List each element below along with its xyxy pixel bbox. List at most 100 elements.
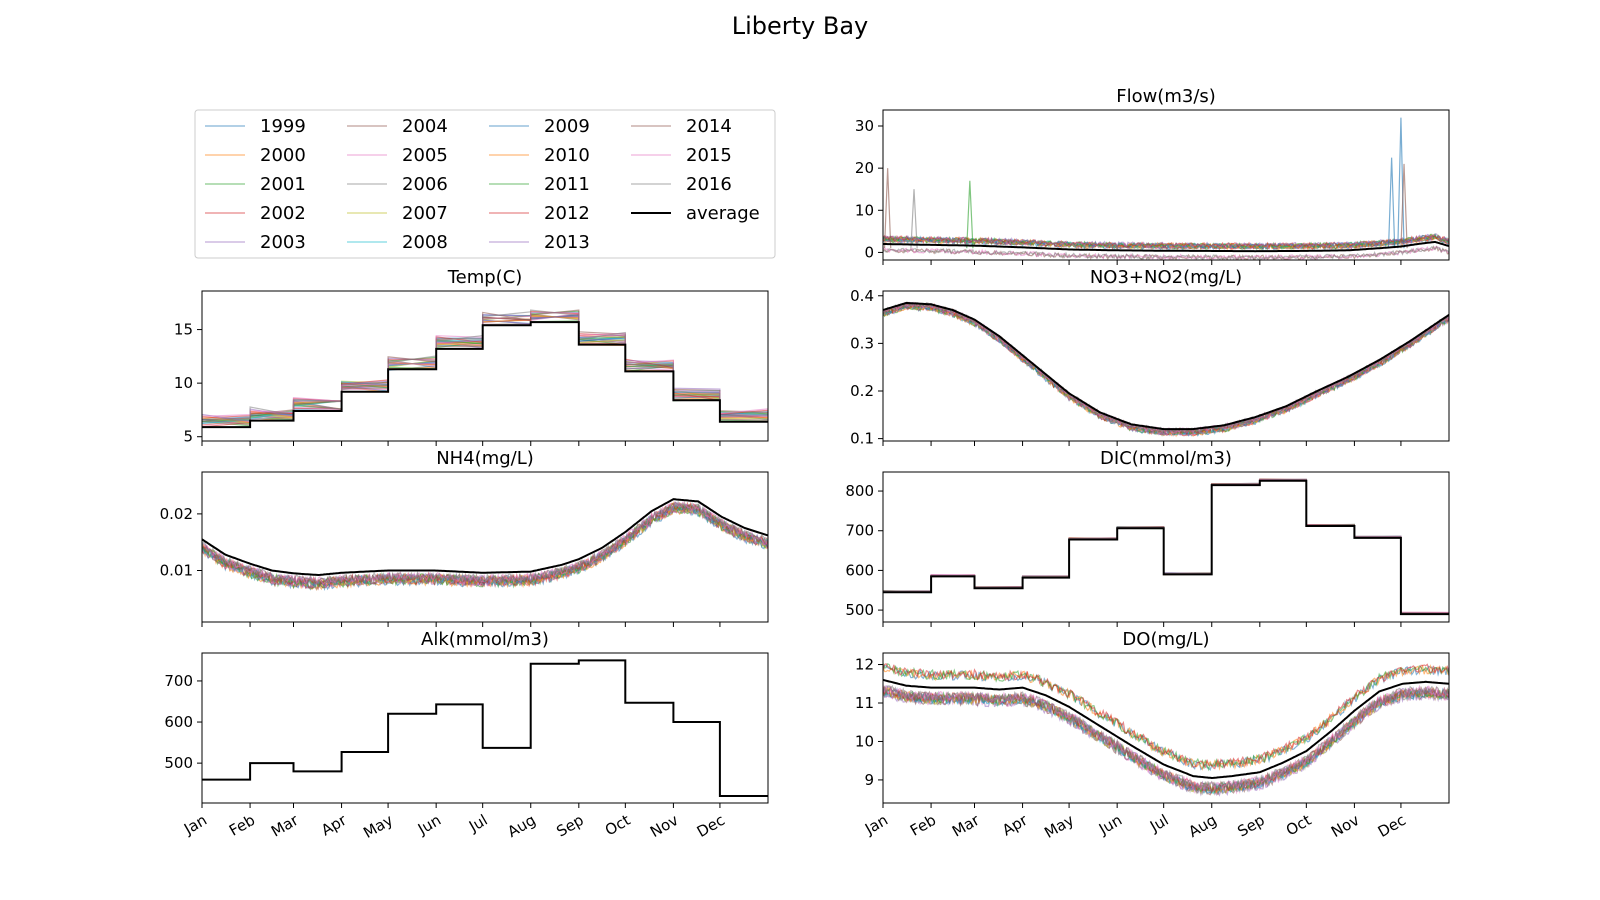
legend-label: 2007 [402, 203, 448, 224]
legend-label: average [686, 203, 760, 224]
year-line [202, 314, 768, 426]
legend-label: 2009 [544, 116, 590, 137]
peak-line [966, 180, 974, 249]
legend-label: 2016 [686, 174, 732, 195]
panel-2: Alk(mmol/m3) 500 600 700 Jan Feb Mar Apr May Jun J… [164, 629, 769, 842]
year-line [883, 479, 1449, 615]
legend-label: 2004 [402, 116, 448, 137]
panel-title: NO3+NO2(mg/L) [1090, 267, 1242, 288]
panel-3: Flow(m3/s) 0 10 20 30 [855, 86, 1450, 265]
panel-title: Temp(C) [447, 267, 523, 288]
legend-label: 2015 [686, 145, 732, 166]
y-tick-label: 0.3 [850, 334, 874, 352]
year-line [883, 478, 1449, 615]
legend-label: 2013 [544, 232, 590, 253]
year-line [202, 311, 768, 424]
year-line [202, 503, 768, 589]
x-tick-label: Dec [694, 811, 728, 841]
year-line [883, 478, 1449, 614]
y-tick-label: 10 [855, 201, 874, 219]
y-tick-label: 10 [174, 374, 193, 392]
plot-frame [882, 652, 1450, 804]
panel-1: NH4(mg/L) 0.01 0.02 [160, 448, 769, 627]
peak-line [883, 168, 892, 249]
x-tick-label: Nov [647, 811, 681, 841]
panel-5: DIC(mmol/m3) 500 600 700 800 [845, 448, 1450, 627]
y-tick-label: 0.02 [160, 505, 193, 523]
year-line [883, 480, 1449, 615]
year-line [883, 479, 1449, 615]
x-tick-label: Sep [1234, 811, 1267, 841]
y-tick-label: 5 [183, 428, 193, 446]
x-tick-label: Sep [553, 811, 586, 841]
legend-label: 2014 [686, 116, 732, 137]
x-tick-label: Jan [861, 811, 891, 839]
y-tick-label: 700 [845, 522, 874, 540]
year-line [202, 502, 768, 589]
y-tick-label: 20 [855, 159, 874, 177]
legend-frame [194, 109, 776, 259]
x-tick-label: May [1041, 811, 1077, 842]
x-tick-label: Oct [602, 811, 634, 840]
year-line [883, 479, 1449, 615]
year-line [883, 478, 1449, 613]
x-tick-label: Feb [226, 811, 258, 840]
panel-title: NH4(mg/L) [436, 448, 534, 469]
x-tick-label: Aug [504, 811, 538, 841]
legend-label: 2001 [260, 174, 306, 195]
year-line [202, 314, 768, 425]
y-tick-label: 0 [864, 243, 874, 261]
y-tick-label: 700 [164, 672, 193, 690]
plot-frame [201, 290, 769, 442]
year-line [202, 315, 768, 424]
plot-frame [882, 290, 1450, 442]
peak-line [1400, 163, 1408, 249]
year-line [883, 684, 1449, 791]
x-tick-label: Jul [1146, 811, 1172, 836]
year-line [883, 479, 1449, 615]
year-line [202, 313, 768, 426]
year-line [202, 309, 768, 423]
panel-title: DO(mg/L) [1122, 629, 1209, 650]
year-line [202, 314, 768, 425]
legend-label: 2003 [260, 232, 306, 253]
x-tick-label: Aug [1185, 811, 1219, 841]
average-line [202, 321, 768, 429]
x-tick-label: Apr [999, 810, 1031, 839]
year-line [202, 503, 768, 589]
year-line [202, 309, 768, 421]
year-line [883, 479, 1449, 615]
year-line [883, 478, 1449, 615]
year-line [202, 503, 768, 588]
year-line [883, 663, 1449, 770]
year-line [883, 233, 1449, 249]
legend-label: 2000 [260, 145, 306, 166]
plot-frame [201, 471, 769, 623]
average-line [883, 301, 1449, 431]
panel-title: Flow(m3/s) [1116, 86, 1216, 107]
legend: 1999 2000 2001 2002 2003 2004 2005 2006 2007 2008… [194, 109, 776, 259]
year-line [883, 479, 1449, 615]
x-tick-label: Mar [949, 810, 983, 840]
y-tick-label: 600 [164, 713, 193, 731]
average-line [883, 240, 1449, 253]
year-line [202, 315, 768, 424]
year-line [883, 245, 1449, 260]
legend-label: 1999 [260, 116, 306, 137]
y-tick-label: 30 [855, 117, 874, 135]
x-tick-label: Oct [1283, 811, 1315, 840]
x-tick-label: Jul [465, 811, 491, 836]
year-line [202, 314, 768, 423]
year-line [202, 502, 768, 588]
y-tick-label: 600 [845, 561, 874, 579]
x-tick-label: Nov [1328, 811, 1362, 841]
year-line [202, 314, 768, 421]
year-line [883, 479, 1449, 615]
y-tick-label: 500 [164, 754, 193, 772]
y-tick-label: 15 [174, 321, 193, 339]
x-tick-label: Jan [180, 811, 210, 839]
year-line [883, 478, 1449, 614]
panels: Temp(C) 5 10 15 NH4(mg/L) 0.01 0.02 Alk(mmol/m3… [160, 86, 1450, 842]
x-tick-label: Mar [268, 810, 302, 840]
